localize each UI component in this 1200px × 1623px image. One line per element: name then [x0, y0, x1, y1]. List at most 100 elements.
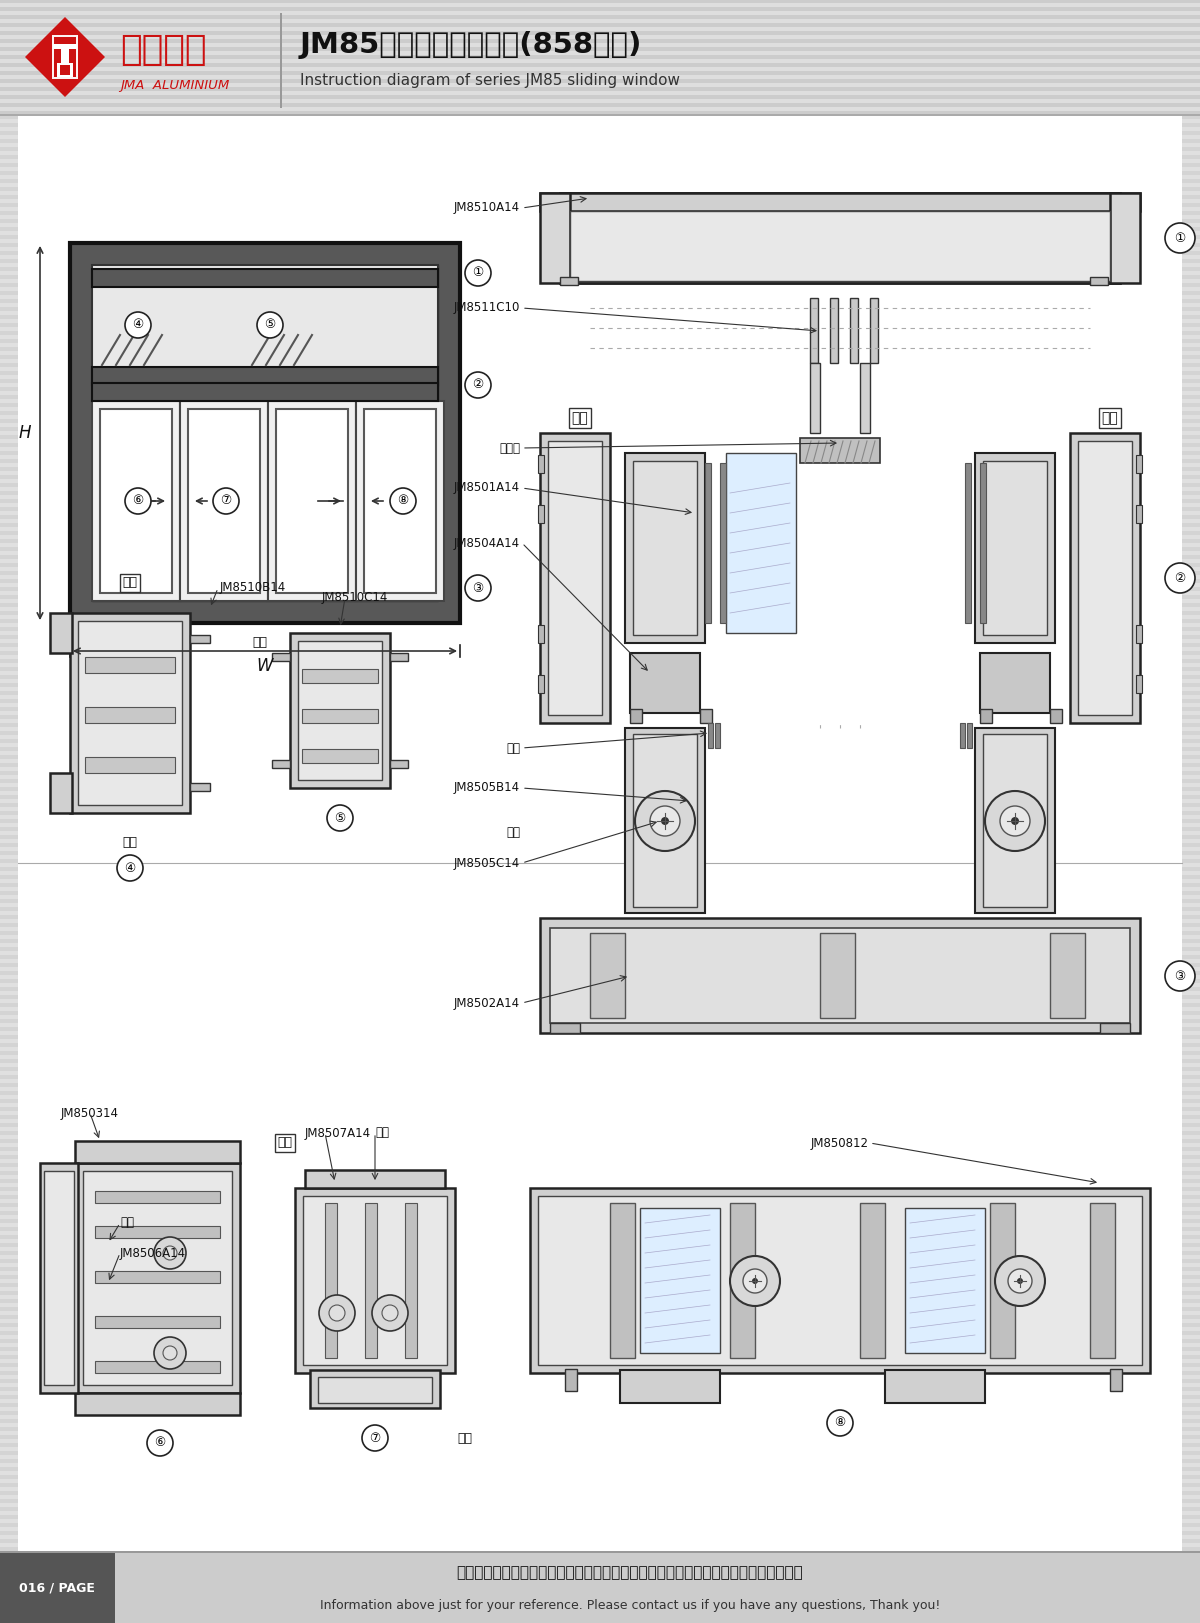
Bar — [0, 1287, 1200, 1290]
Bar — [0, 1415, 1200, 1419]
Circle shape — [319, 1295, 355, 1331]
Bar — [0, 799, 1200, 803]
Bar — [0, 148, 1200, 151]
Bar — [302, 709, 378, 722]
Bar — [0, 683, 1200, 687]
Text: JM8511C10: JM8511C10 — [454, 302, 520, 315]
Bar — [0, 1039, 1200, 1044]
Bar — [0, 326, 1200, 331]
Bar — [0, 383, 1200, 386]
Bar — [0, 1191, 1200, 1195]
Bar — [0, 1279, 1200, 1284]
Bar — [0, 91, 1200, 96]
Bar — [0, 1519, 1200, 1522]
Bar — [0, 760, 1200, 763]
Circle shape — [1165, 563, 1195, 592]
Bar — [0, 28, 1200, 31]
Bar — [0, 716, 1200, 719]
Bar — [0, 1096, 1200, 1099]
Text: JM8510A14: JM8510A14 — [454, 201, 520, 214]
Bar — [92, 401, 180, 601]
Text: JM8510B14: JM8510B14 — [220, 581, 287, 594]
Bar — [74, 1141, 240, 1164]
Bar — [640, 1208, 720, 1354]
Bar — [0, 735, 1200, 738]
Text: ⑤: ⑤ — [335, 812, 346, 824]
Bar — [1136, 625, 1142, 643]
Bar — [0, 208, 1200, 211]
Bar — [0, 1123, 1200, 1126]
Bar — [0, 1514, 1200, 1519]
Bar — [365, 1203, 377, 1358]
Bar — [18, 115, 1182, 1553]
Bar — [0, 118, 1200, 123]
Bar — [0, 55, 1200, 58]
Bar — [0, 1419, 1200, 1423]
Bar — [0, 883, 1200, 888]
Text: 室外: 室外 — [122, 836, 138, 849]
Bar — [0, 971, 1200, 975]
Bar — [0, 812, 1200, 815]
Bar — [980, 463, 986, 623]
Bar — [92, 367, 438, 385]
Bar — [276, 409, 348, 592]
Bar — [0, 1451, 1200, 1454]
Circle shape — [995, 1256, 1045, 1307]
Bar — [0, 1175, 1200, 1178]
Bar — [272, 652, 290, 661]
Bar — [95, 1316, 220, 1328]
Bar — [302, 748, 378, 763]
Bar — [708, 722, 713, 748]
Bar — [0, 1087, 1200, 1091]
Bar — [0, 96, 1200, 99]
Bar — [0, 631, 1200, 635]
Bar — [0, 99, 1200, 102]
Bar — [0, 6, 1200, 11]
Bar — [0, 219, 1200, 222]
Bar — [0, 375, 1200, 380]
Bar — [0, 607, 1200, 610]
Text: 室外: 室外 — [1102, 411, 1118, 425]
Bar — [886, 1370, 985, 1402]
Bar — [0, 1003, 1200, 1006]
Bar — [980, 709, 992, 722]
Bar — [0, 1303, 1200, 1307]
Bar — [0, 1552, 1200, 1555]
Bar — [0, 47, 1200, 50]
Bar — [0, 1208, 1200, 1211]
Bar — [0, 1443, 1200, 1448]
Bar — [0, 1475, 1200, 1479]
Bar — [54, 37, 76, 76]
Bar — [0, 1099, 1200, 1104]
Bar — [0, 967, 1200, 971]
Circle shape — [650, 807, 680, 836]
Bar — [0, 1339, 1200, 1342]
Bar — [0, 342, 1200, 347]
Bar — [0, 527, 1200, 531]
Text: JM8507A14: JM8507A14 — [305, 1126, 371, 1139]
Circle shape — [163, 1345, 178, 1360]
Bar — [0, 768, 1200, 771]
Bar — [0, 1582, 1200, 1587]
Bar — [0, 211, 1200, 214]
Bar — [810, 364, 820, 433]
Bar — [550, 928, 1130, 1022]
Bar — [0, 1151, 1200, 1156]
Bar — [974, 453, 1055, 643]
Bar — [0, 484, 1200, 487]
Bar — [0, 15, 1200, 19]
Bar — [0, 39, 1200, 42]
Bar — [967, 722, 972, 748]
Circle shape — [154, 1337, 186, 1368]
Bar — [0, 291, 1200, 295]
Bar — [0, 151, 1200, 156]
Bar — [0, 755, 1200, 760]
Circle shape — [257, 312, 283, 338]
Bar — [78, 622, 182, 805]
Bar — [318, 1376, 432, 1402]
Bar — [280, 13, 282, 109]
Bar — [0, 1347, 1200, 1350]
Bar — [0, 850, 1200, 855]
Bar — [0, 99, 1200, 102]
Bar — [0, 459, 1200, 463]
